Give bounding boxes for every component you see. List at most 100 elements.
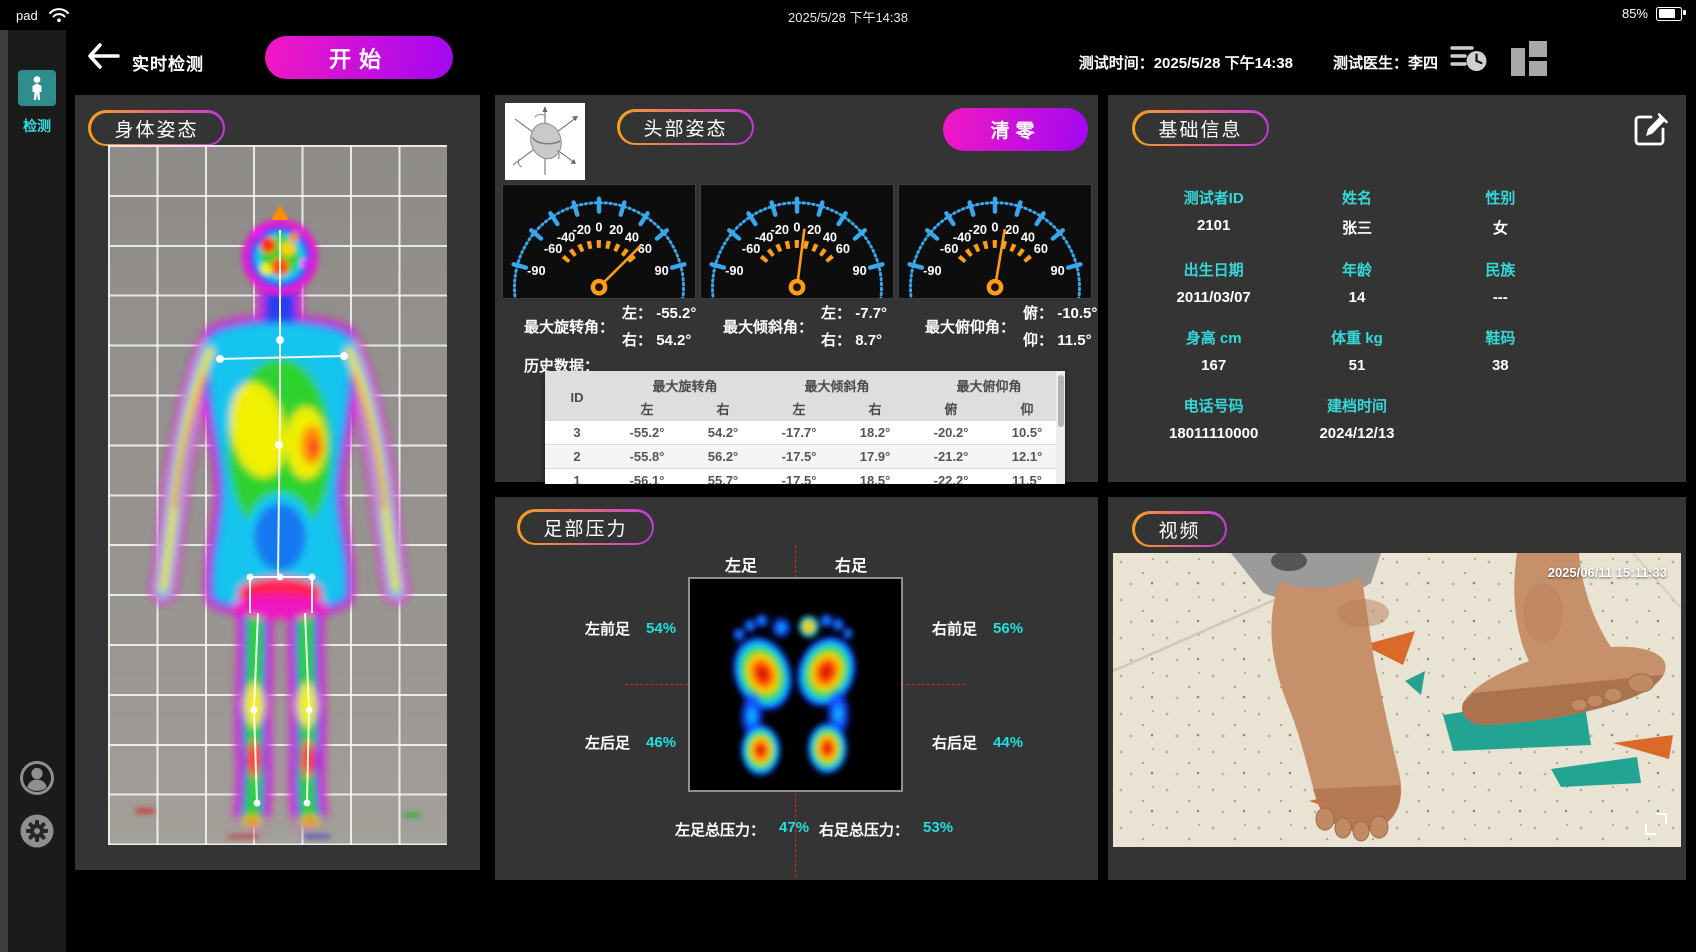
history-group-pitch: 最大俯仰角 xyxy=(913,371,1065,397)
left-total-label: 左足总压力： xyxy=(675,822,766,839)
svg-text:-20: -20 xyxy=(573,222,591,237)
video-timestamp: 2025/06/11 15:11:33 xyxy=(1547,565,1667,580)
test-time: 测试时间：2025/5/28 下午14:38 xyxy=(1079,52,1293,73)
video-still-image xyxy=(1113,553,1681,847)
field-shoe-size: 鞋码 38 xyxy=(1485,330,1516,374)
pitch-down-value: -10.5° xyxy=(1057,305,1098,322)
head-posture-panel: 头部姿态 清零 -90 -60 -40 -20 0 20 40 60 90 -90 -60 -40-… xyxy=(495,95,1098,484)
svg-text:-60: -60 xyxy=(544,241,562,256)
left-foot-label: 左足 xyxy=(725,558,758,575)
left-rearfoot-metric: 左后足 46% xyxy=(585,732,676,753)
left-forefoot-value: 54% xyxy=(646,620,677,637)
fullscreen-icon[interactable] xyxy=(1645,813,1667,835)
head-posture-title: 头部姿态 xyxy=(619,111,752,143)
svg-text:90: 90 xyxy=(1051,263,1065,278)
tilt-left-value: -7.7° xyxy=(855,305,888,322)
table-row[interactable]: 2 -55.8° 56.2° -17.5° 17.9° -21.2° 12.1° xyxy=(545,444,1065,469)
history-scrollbar[interactable] xyxy=(1056,371,1065,484)
field-phone: 电话号码 18011110000 xyxy=(1169,398,1259,442)
history-col-id: ID xyxy=(545,371,609,421)
back-button[interactable] xyxy=(86,42,120,70)
video-panel: 视频 xyxy=(1108,497,1686,880)
body-posture-title-pill: 身体姿态 xyxy=(88,110,226,146)
history-label: 历史数据： xyxy=(524,358,600,375)
gauge-tilt: -90 -60 -40 -20 0 20 40 60 90 xyxy=(700,184,894,326)
history-records-icon[interactable] xyxy=(1450,42,1488,74)
battery-icon xyxy=(1656,6,1686,21)
right-total-label: 右足总压力： xyxy=(819,822,910,839)
svg-text:-90: -90 xyxy=(527,263,545,278)
field-height: 身高 cm 167 xyxy=(1185,330,1242,374)
edit-icon[interactable] xyxy=(1630,109,1670,149)
reading-tilt: 最大倾斜角： 左： -7.7° 右： 8.7° xyxy=(723,302,887,350)
field-ethnicity: 民族 --- xyxy=(1485,262,1516,306)
svg-text:60: 60 xyxy=(836,241,850,256)
foot-pressure-heatmap xyxy=(688,577,903,792)
doctor: 测试医生：李四 xyxy=(1333,52,1438,73)
reading-pitch-label: 最大俯仰角： xyxy=(925,318,1016,336)
tilt-left-label: 左： xyxy=(821,305,852,322)
right-rearfoot-metric: 右后足 44% xyxy=(932,732,1023,753)
svg-text:60: 60 xyxy=(1034,241,1048,256)
sidebar-item-detect[interactable] xyxy=(18,70,56,106)
field-birthdate: 出生日期 2011/03/07 xyxy=(1176,262,1251,306)
svg-text:-60: -60 xyxy=(940,241,958,256)
head-posture-title-pill: 头部姿态 xyxy=(617,109,755,145)
pitch-up-label: 仰： xyxy=(1023,332,1054,349)
reading-rotation: 最大旋转角： 左： -55.2° 右： 54.2° xyxy=(524,302,696,350)
body-thermal-image xyxy=(136,205,420,838)
reading-tilt-label: 最大倾斜角： xyxy=(723,318,814,336)
svg-text:40: 40 xyxy=(625,230,639,245)
video-title: 视频 xyxy=(1134,513,1225,545)
pitch-up-value: 11.5° xyxy=(1057,332,1092,349)
start-button[interactable]: 开始 xyxy=(265,36,453,79)
svg-text:-40: -40 xyxy=(953,230,971,245)
svg-text:0: 0 xyxy=(793,220,800,235)
gauge-pitch: -90 -60 -40 -20 0 20 40 60 90 xyxy=(898,184,1092,326)
device-name: pad xyxy=(16,7,38,23)
right-total-pressure: 右足总压力： 53% xyxy=(819,819,953,840)
left-forefoot-metric: 左前足 54% xyxy=(585,618,676,639)
svg-text:-20: -20 xyxy=(771,222,789,237)
tilt-right-value: 8.7° xyxy=(855,332,883,349)
clear-button[interactable]: 清零 xyxy=(943,108,1088,151)
person-icon xyxy=(32,76,42,100)
left-total-value: 47% xyxy=(779,819,810,836)
profile-icon[interactable] xyxy=(19,760,55,796)
right-rearfoot-label: 右后足 xyxy=(932,735,978,752)
table-row[interactable]: 1 -56.1° 55.7° -17.5° 18.5° -22.2° 11.5° xyxy=(545,468,1065,484)
video-frame[interactable]: 2025/06/11 15:11:33 xyxy=(1113,553,1681,847)
left-rearfoot-value: 46% xyxy=(646,734,677,751)
table-row[interactable]: 3 -55.2° 54.2° -17.7° 18.2° -20.2° 10.5° xyxy=(545,420,1065,445)
rotation-right-value: 54.2° xyxy=(656,332,692,349)
body-posture-panel: 身体姿态 xyxy=(75,95,480,870)
settings-gear-icon[interactable] xyxy=(19,813,55,849)
tilt-right-label: 右： xyxy=(821,332,852,349)
foot-pressure-title: 足部压力 xyxy=(519,511,652,543)
reading-rotation-label: 最大旋转角： xyxy=(524,318,615,336)
test-time-value: 2025/5/28 下午14:38 xyxy=(1153,55,1293,72)
test-time-label: 测试时间： xyxy=(1078,55,1154,72)
field-record-date: 建档时间 2024/12/13 xyxy=(1319,398,1395,442)
head-top-marker xyxy=(271,205,289,220)
layout-dashboard-icon[interactable] xyxy=(1510,40,1548,76)
field-age: 年龄 14 xyxy=(1341,262,1372,306)
svg-text:-90: -90 xyxy=(923,263,941,278)
wifi-icon xyxy=(48,8,69,22)
gauge-rotation: -90 -60 -40 -20 0 20 40 60 90 xyxy=(502,184,696,326)
body-posture-title: 身体姿态 xyxy=(90,112,223,144)
sidebar: 检测 xyxy=(8,30,66,952)
history-group-rotation: 最大旋转角 xyxy=(609,371,762,397)
field-tester-id: 测试者ID 2101 xyxy=(1183,190,1244,234)
left-total-pressure: 左足总压力： 47% xyxy=(675,819,809,840)
svg-text:90: 90 xyxy=(853,263,867,278)
field-gender: 性别女 xyxy=(1485,190,1516,237)
svg-text:40: 40 xyxy=(823,230,837,245)
rotation-left-value: -55.2° xyxy=(656,305,697,322)
svg-text:0: 0 xyxy=(991,220,998,235)
history-table: ID 最大旋转角 最大倾斜角 最大俯仰角 左 右 左 右 俯 仰 xyxy=(545,371,1065,484)
right-total-value: 53% xyxy=(923,819,954,836)
foot-pressure-panel: 足部压力 左足 右足 xyxy=(495,497,1098,880)
status-datetime: 2025/5/28 下午14:38 xyxy=(788,10,908,25)
